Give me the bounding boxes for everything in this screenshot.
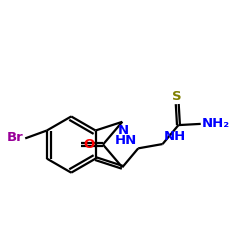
Text: O: O: [83, 138, 94, 151]
Text: Br: Br: [7, 131, 24, 144]
Text: NH: NH: [164, 130, 186, 142]
Text: NH₂: NH₂: [202, 118, 230, 130]
Text: HN: HN: [115, 134, 137, 147]
Text: S: S: [172, 90, 182, 102]
Text: N: N: [118, 124, 129, 137]
